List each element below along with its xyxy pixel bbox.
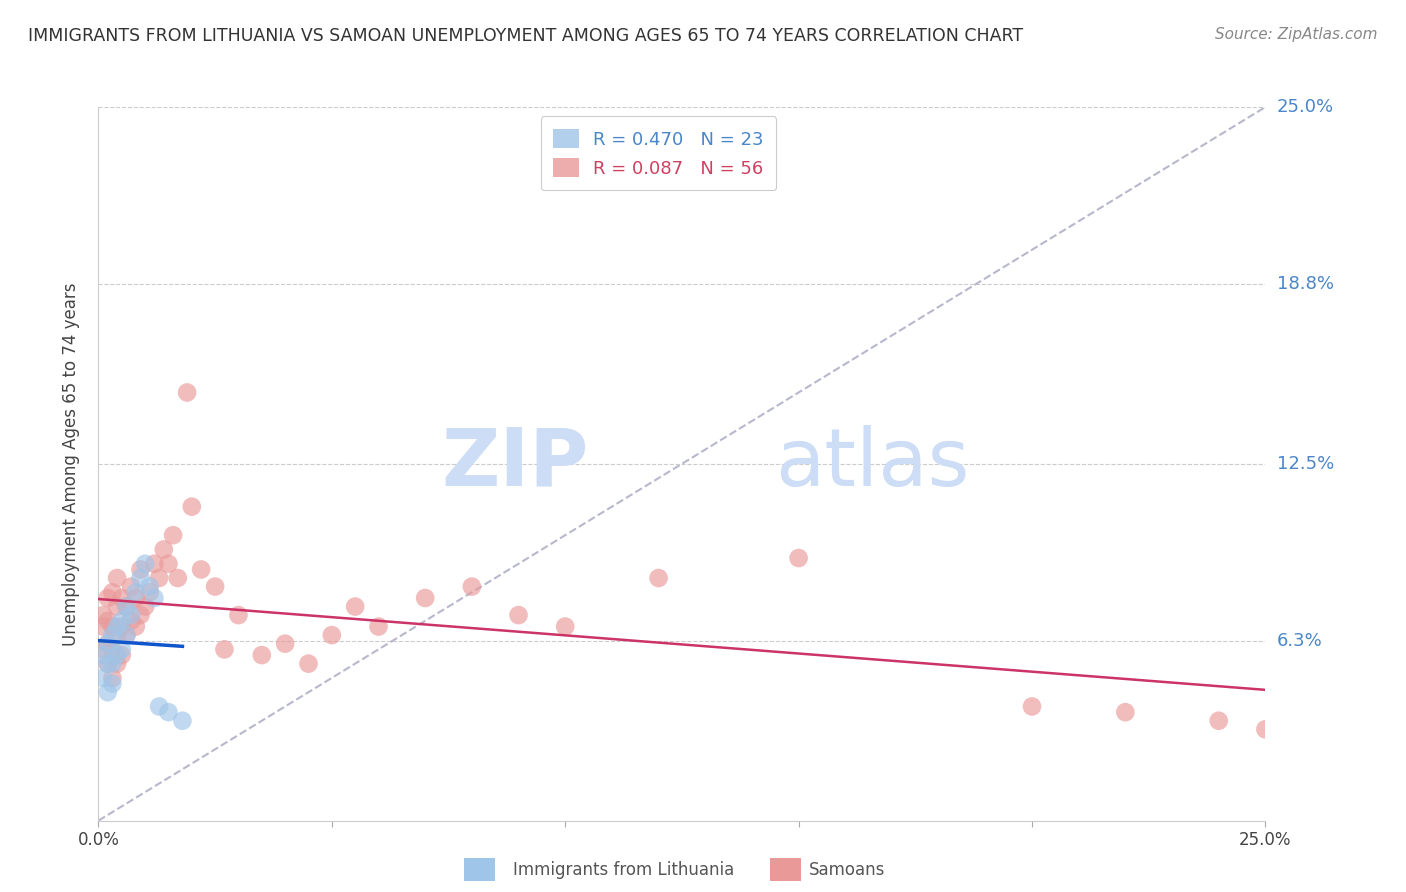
Point — [143, 557, 166, 571]
Point — [508, 608, 530, 623]
Point — [97, 591, 120, 605]
Point — [1114, 705, 1136, 719]
Point — [250, 648, 273, 662]
Point — [101, 585, 124, 599]
Text: Immigrants from Lithuania: Immigrants from Lithuania — [513, 861, 734, 879]
Text: 18.8%: 18.8% — [1277, 275, 1333, 293]
Point — [148, 571, 170, 585]
Text: Samoans: Samoans — [808, 861, 884, 879]
Point — [111, 642, 134, 657]
Point — [190, 562, 212, 576]
Point — [148, 699, 170, 714]
Point — [101, 657, 124, 671]
Point — [321, 628, 343, 642]
Point — [91, 648, 114, 662]
Point — [204, 580, 226, 594]
Point — [134, 599, 156, 614]
Point — [157, 705, 180, 719]
Point — [1021, 699, 1043, 714]
Point — [214, 642, 236, 657]
Point — [125, 619, 148, 633]
Point — [115, 628, 138, 642]
Point — [105, 599, 128, 614]
Point — [129, 562, 152, 576]
Point — [101, 628, 124, 642]
Point — [111, 619, 134, 633]
Point — [91, 642, 114, 657]
Point — [111, 614, 134, 628]
Point — [101, 676, 124, 690]
Text: 12.5%: 12.5% — [1277, 455, 1334, 473]
Point — [172, 714, 194, 728]
Point — [461, 580, 484, 594]
Point — [176, 385, 198, 400]
Point — [91, 671, 114, 685]
Point — [115, 599, 138, 614]
Point — [139, 580, 162, 594]
Text: Source: ZipAtlas.com: Source: ZipAtlas.com — [1215, 27, 1378, 42]
Point — [143, 591, 166, 605]
Point — [134, 557, 156, 571]
Point — [139, 585, 162, 599]
Point — [105, 657, 128, 671]
Text: 25.0%: 25.0% — [1277, 98, 1334, 116]
Point — [413, 591, 436, 605]
Point — [97, 614, 120, 628]
Point — [120, 608, 142, 623]
Point — [105, 571, 128, 585]
Point — [120, 580, 142, 594]
Point — [97, 637, 120, 651]
Point — [91, 608, 114, 623]
Point — [105, 619, 128, 633]
Point — [166, 571, 188, 585]
Point — [647, 571, 669, 585]
Point — [115, 628, 138, 642]
Point — [367, 619, 389, 633]
Point — [97, 657, 120, 671]
Point — [125, 585, 148, 599]
Point — [125, 591, 148, 605]
Point — [97, 637, 120, 651]
Point — [157, 557, 180, 571]
Legend: R = 0.470   N = 23, R = 0.087   N = 56: R = 0.470 N = 23, R = 0.087 N = 56 — [541, 116, 776, 190]
Point — [228, 608, 250, 623]
Point — [105, 648, 128, 662]
Point — [1254, 723, 1277, 737]
Point — [152, 542, 174, 557]
Point — [101, 671, 124, 685]
Text: ZIP: ZIP — [441, 425, 589, 503]
Text: 6.3%: 6.3% — [1277, 632, 1322, 649]
Point — [787, 551, 810, 566]
Point — [101, 619, 124, 633]
Text: atlas: atlas — [775, 425, 970, 503]
Point — [180, 500, 202, 514]
Point — [101, 642, 124, 657]
Point — [297, 657, 319, 671]
Point — [1208, 714, 1230, 728]
Point — [129, 608, 152, 623]
Point — [111, 648, 134, 662]
Y-axis label: Unemployment Among Ages 65 to 74 years: Unemployment Among Ages 65 to 74 years — [62, 282, 80, 646]
Point — [344, 599, 367, 614]
Point — [162, 528, 184, 542]
Point — [111, 591, 134, 605]
Point — [97, 685, 120, 699]
Point — [129, 571, 152, 585]
Text: IMMIGRANTS FROM LITHUANIA VS SAMOAN UNEMPLOYMENT AMONG AGES 65 TO 74 YEARS CORRE: IMMIGRANTS FROM LITHUANIA VS SAMOAN UNEM… — [28, 27, 1024, 45]
Point — [120, 614, 142, 628]
Point — [115, 599, 138, 614]
Point — [91, 619, 114, 633]
Point — [105, 628, 128, 642]
Point — [274, 637, 297, 651]
Point — [554, 619, 576, 633]
Point — [97, 657, 120, 671]
